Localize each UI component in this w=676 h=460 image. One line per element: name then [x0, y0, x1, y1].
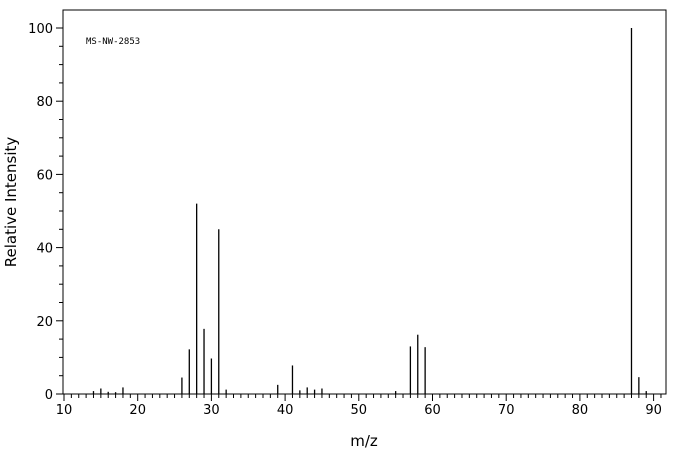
x-tick-label: 10 — [56, 403, 73, 418]
spectrum-bars — [92, 28, 647, 394]
axis-ticks — [56, 27, 662, 401]
x-axis-label: m/z — [350, 432, 378, 450]
x-tick-label: 50 — [351, 403, 368, 418]
tick-labels: 10 20 30 40 50 60 70 80 90 0 20 40 60 80 100 — [28, 22, 662, 418]
x-tick-label: 70 — [498, 403, 515, 418]
y-tick-label: 60 — [36, 168, 53, 183]
y-tick-label: 40 — [36, 242, 53, 257]
x-tick-label: 90 — [645, 403, 662, 418]
y-tick-label: 100 — [28, 22, 53, 37]
x-tick-label: 40 — [277, 403, 294, 418]
y-tick-label: 0 — [45, 388, 53, 403]
y-tick-label: 80 — [36, 95, 53, 110]
y-axis-label: Relative Intensity — [2, 137, 20, 268]
plot-frame — [62, 9, 667, 395]
chart-annotation: MS-NW-2853 — [86, 37, 140, 47]
x-tick-label: 80 — [572, 403, 589, 418]
y-tick-label: 20 — [36, 315, 53, 330]
x-tick-label: 30 — [203, 403, 220, 418]
x-tick-label: 20 — [129, 403, 146, 418]
x-tick-label: 60 — [424, 403, 441, 418]
